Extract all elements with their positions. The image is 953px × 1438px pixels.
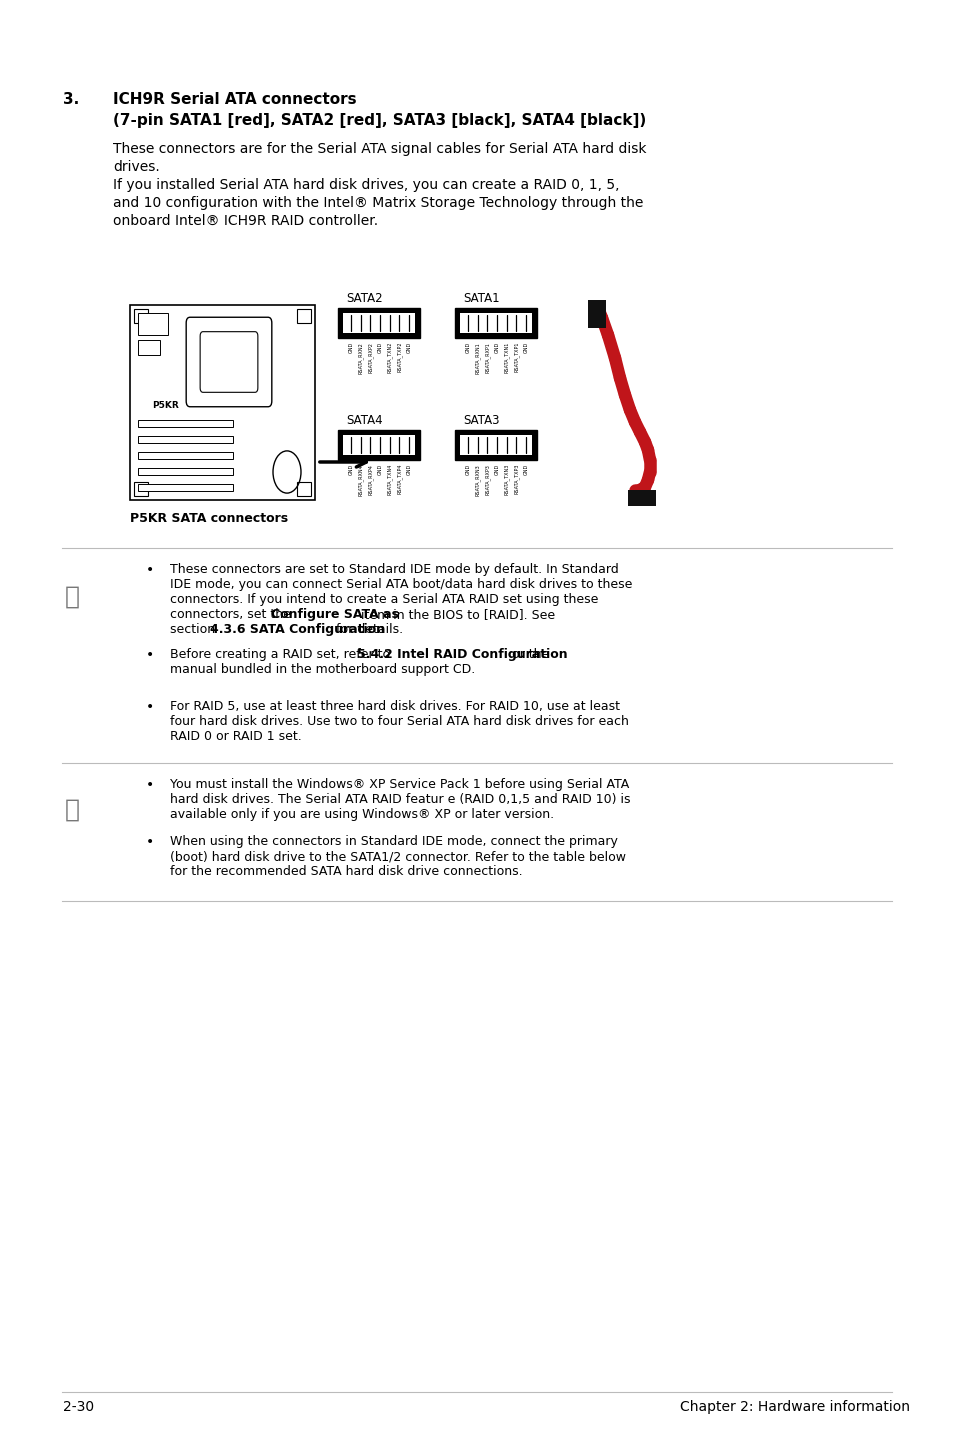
Text: RSATA_TXP1: RSATA_TXP1 [513,342,518,372]
Text: RSATA_TXN2: RSATA_TXN2 [387,342,392,374]
Bar [587,301,605,328]
Text: GND: GND [494,342,499,354]
Text: and 10 configuration with the Intel® Matrix Storage Technology through the: and 10 configuration with the Intel® Mat… [112,196,642,210]
Bar [459,313,532,334]
Text: item in the BIOS to [RAID]. See: item in the BIOS to [RAID]. See [356,608,555,621]
Text: ICH9R Serial ATA connectors: ICH9R Serial ATA connectors [112,92,356,106]
Text: for details.: for details. [332,623,402,636]
Text: available only if you are using Windows® XP or later version.: available only if you are using Windows®… [170,808,554,821]
Text: GND: GND [406,342,411,354]
Bar [138,436,233,443]
Text: connectors, set the: connectors, set the [170,608,294,621]
Text: RSATA_RXN1: RSATA_RXN1 [475,342,480,374]
Text: GND: GND [465,342,470,354]
Text: RSATA_RXP3: RSATA_RXP3 [484,464,490,495]
Bar [130,305,314,500]
Text: P5KR: P5KR [152,401,178,410]
Bar [296,482,311,496]
Bar [343,436,415,454]
Text: GND: GND [465,464,470,475]
Text: If you installed Serial ATA hard disk drives, you can create a RAID 0, 1, 5,: If you installed Serial ATA hard disk dr… [112,178,618,193]
Text: SATA3: SATA3 [462,414,499,427]
Text: RAID 0 or RAID 1 set.: RAID 0 or RAID 1 set. [170,731,301,743]
Text: RSATA_RXN3: RSATA_RXN3 [475,464,480,496]
Text: These connectors are for the Serial ATA signal cables for Serial ATA hard disk: These connectors are for the Serial ATA … [112,142,646,155]
Text: P5KR SATA connectors: P5KR SATA connectors [130,512,288,525]
Text: GND: GND [406,464,411,475]
Text: 2-30: 2-30 [63,1401,94,1414]
Text: 5.4.2 Intel RAID Configuration: 5.4.2 Intel RAID Configuration [356,649,567,661]
Bar [459,436,532,454]
Text: 4.3.6 SATA Configuration: 4.3.6 SATA Configuration [211,623,385,636]
Text: GND: GND [348,464,353,475]
Bar [138,339,160,355]
Text: Before creating a RAID set, refer to: Before creating a RAID set, refer to [170,649,394,661]
Text: connectors. If you intend to create a Serial ATA RAID set using these: connectors. If you intend to create a Se… [170,592,598,605]
Text: GND: GND [348,342,353,354]
Bar [138,467,233,475]
Text: for the recommended SATA hard disk drive connections.: for the recommended SATA hard disk drive… [170,866,522,879]
Text: onboard Intel® ICH9R RAID controller.: onboard Intel® ICH9R RAID controller. [112,214,377,229]
Text: RSATA_RXN2: RSATA_RXN2 [357,342,363,374]
Text: section: section [170,623,219,636]
Text: GND: GND [377,342,382,354]
Text: (boot) hard disk drive to the SATA1/2 connector. Refer to the table below: (boot) hard disk drive to the SATA1/2 co… [170,850,625,863]
Bar [138,313,168,335]
Bar [138,485,233,490]
Text: •: • [146,778,154,792]
Text: •: • [146,564,154,577]
Text: drives.: drives. [112,160,159,174]
Bar [455,308,537,338]
Text: 3.: 3. [63,92,79,106]
Text: GND: GND [377,464,382,475]
Text: GND: GND [523,464,528,475]
Text: For RAID 5, use at least three hard disk drives. For RAID 10, use at least: For RAID 5, use at least three hard disk… [170,700,619,713]
Text: RSATA_RXN4: RSATA_RXN4 [357,464,363,496]
Text: •: • [146,700,154,715]
Text: hard disk drives. The Serial ATA RAID featur e (RAID 0,1,5 and RAID 10) is: hard disk drives. The Serial ATA RAID fe… [170,792,630,807]
Bar [343,313,415,334]
Text: RSATA_TXN4: RSATA_TXN4 [387,464,392,495]
Text: When using the connectors in Standard IDE mode, connect the primary: When using the connectors in Standard ID… [170,835,618,848]
Bar [138,420,233,427]
Text: Chapter 2: Hardware information: Chapter 2: Hardware information [679,1401,909,1414]
Text: RSATA_RXP4: RSATA_RXP4 [367,464,373,495]
Text: Configure SATA as: Configure SATA as [271,608,398,621]
Text: IDE mode, you can connect Serial ATA boot/data hard disk drives to these: IDE mode, you can connect Serial ATA boo… [170,578,632,591]
Text: RSATA_TXP2: RSATA_TXP2 [396,342,402,372]
Text: SATA4: SATA4 [346,414,382,427]
Text: RSATA_RXP1: RSATA_RXP1 [484,342,490,372]
Text: •: • [146,835,154,848]
Text: These connectors are set to Standard IDE mode by default. In Standard: These connectors are set to Standard IDE… [170,564,618,577]
Text: manual bundled in the motherboard support CD.: manual bundled in the motherboard suppor… [170,663,475,676]
Text: four hard disk drives. Use two to four Serial ATA hard disk drives for each: four hard disk drives. Use two to four S… [170,715,628,728]
Text: You must install the Windows® XP Service Pack 1 before using Serial ATA: You must install the Windows® XP Service… [170,778,629,791]
Text: RSATA_TXN1: RSATA_TXN1 [503,342,509,374]
Text: •: • [146,649,154,661]
Bar [138,452,233,459]
Bar [337,430,419,460]
Text: ✋: ✋ [65,585,79,610]
Text: RSATA_TXP4: RSATA_TXP4 [396,464,402,495]
Text: (7-pin SATA1 [red], SATA2 [red], SATA3 [black], SATA4 [black]): (7-pin SATA1 [red], SATA2 [red], SATA3 [… [112,114,645,128]
Bar [133,482,148,496]
Text: RSATA_RXP2: RSATA_RXP2 [367,342,373,372]
Text: ✋: ✋ [65,798,79,823]
Bar [455,430,537,460]
Bar [337,308,419,338]
Text: RSATA_TXN3: RSATA_TXN3 [503,464,509,495]
Text: SATA1: SATA1 [462,292,499,305]
Bar [133,309,148,324]
Bar [627,490,656,506]
Text: RSATA_TXP3: RSATA_TXP3 [513,464,518,495]
Text: GND: GND [523,342,528,354]
Text: GND: GND [494,464,499,475]
Text: or the: or the [508,649,549,661]
Text: SATA2: SATA2 [346,292,382,305]
Bar [296,309,311,324]
